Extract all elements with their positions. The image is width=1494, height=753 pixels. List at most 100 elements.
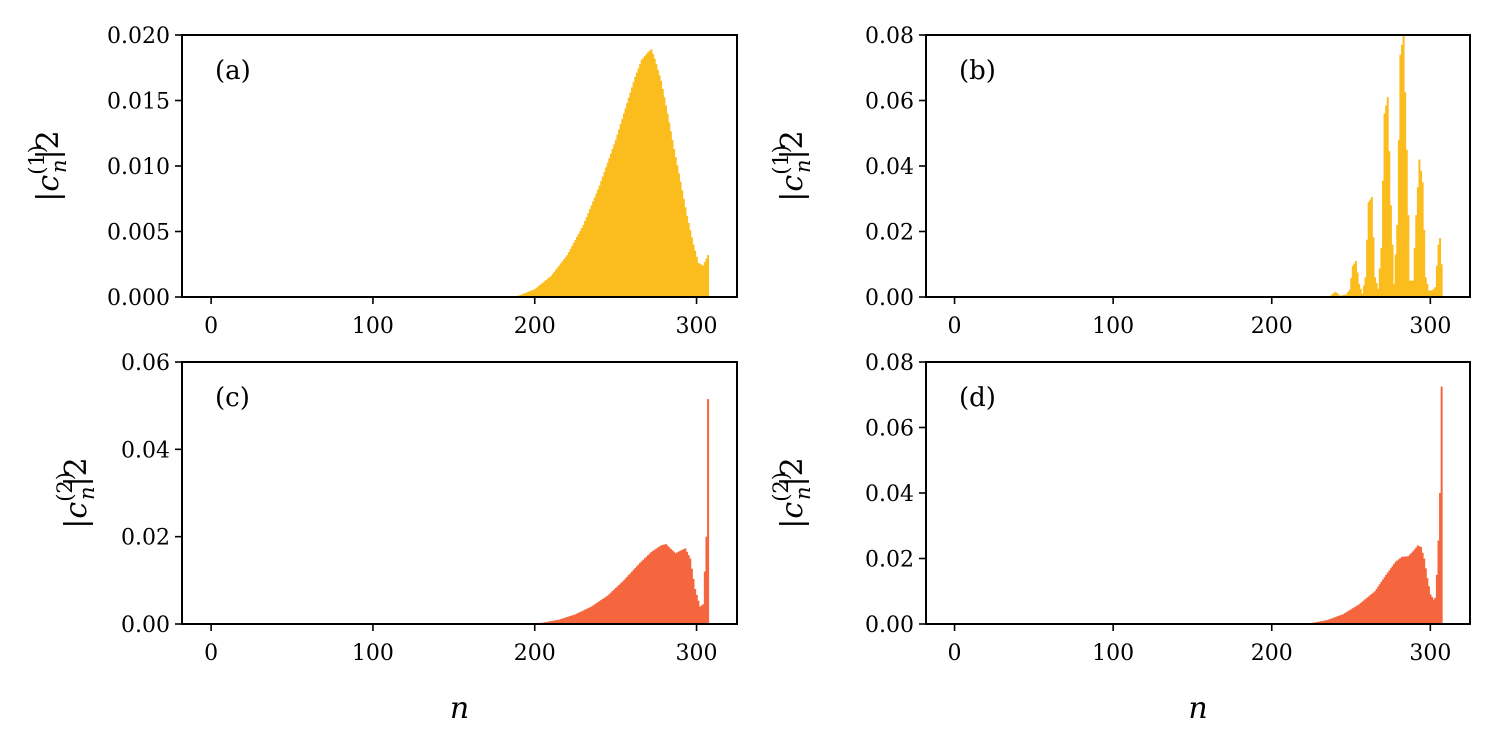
bar — [535, 287, 538, 297]
bar — [593, 197, 596, 297]
bar — [603, 597, 606, 624]
x-tick-label: 0 — [948, 641, 962, 666]
bar — [1391, 244, 1394, 297]
y-tick-label: 0.04 — [121, 438, 170, 463]
bar — [1367, 202, 1370, 297]
bar — [1334, 617, 1337, 624]
bar — [1401, 556, 1403, 624]
bar — [622, 580, 625, 624]
bar — [626, 103, 629, 298]
bar — [1318, 621, 1321, 624]
bar — [1435, 574, 1438, 625]
bar — [1405, 149, 1408, 298]
bar — [567, 252, 570, 297]
bar — [1418, 546, 1421, 624]
bar — [660, 80, 663, 297]
bar — [658, 75, 661, 297]
bar — [619, 583, 622, 624]
bar — [1439, 493, 1442, 624]
bar — [1405, 556, 1408, 624]
bar — [556, 267, 559, 297]
bar — [695, 256, 698, 297]
y-tick-label: 0.010 — [107, 155, 170, 180]
bar — [1420, 547, 1423, 624]
bar — [1383, 113, 1386, 297]
bar — [576, 613, 579, 624]
bar — [653, 58, 656, 297]
bar — [1347, 611, 1350, 624]
bar — [1351, 265, 1354, 297]
bars — [503, 49, 710, 298]
bar — [1440, 264, 1443, 297]
bar — [569, 249, 572, 297]
bar — [527, 291, 530, 297]
bar — [1359, 288, 1362, 297]
bar — [692, 244, 695, 297]
bar — [550, 276, 553, 297]
bar — [1432, 288, 1435, 297]
bar — [681, 190, 684, 297]
bar — [1355, 260, 1357, 297]
bar — [703, 262, 706, 297]
x-tick-label: 100 — [1092, 314, 1134, 339]
bar — [668, 122, 671, 297]
bar — [1408, 554, 1411, 624]
bar — [566, 617, 569, 624]
bar — [1423, 558, 1426, 624]
bar — [579, 612, 582, 624]
bar — [580, 611, 583, 624]
y-tick-label: 0.005 — [107, 221, 170, 246]
bar — [629, 573, 632, 624]
bar — [1412, 551, 1415, 624]
bar — [1350, 609, 1353, 624]
bar — [1397, 559, 1400, 624]
bar — [1389, 205, 1392, 297]
bar — [1348, 610, 1351, 624]
bar — [587, 213, 590, 297]
bar — [1418, 159, 1421, 297]
bar — [629, 92, 632, 297]
bar — [582, 224, 585, 297]
bar — [1394, 561, 1397, 624]
bar — [613, 144, 616, 297]
bar — [700, 264, 703, 297]
bar — [1416, 545, 1419, 624]
bar — [1413, 247, 1416, 298]
bar — [550, 621, 553, 624]
bar — [643, 55, 646, 298]
bar — [572, 243, 575, 297]
bar — [1358, 604, 1361, 624]
bar — [1342, 614, 1345, 624]
bar — [543, 281, 546, 297]
bar — [648, 50, 651, 297]
bar — [643, 558, 646, 624]
bar — [1320, 621, 1323, 624]
bar — [674, 157, 677, 297]
bar — [647, 555, 650, 624]
bar — [689, 558, 692, 624]
bar — [577, 233, 580, 297]
x-tick-label: 100 — [352, 314, 394, 339]
bar — [606, 162, 609, 297]
bar — [1389, 568, 1392, 624]
bar — [1335, 293, 1338, 297]
bar — [1404, 92, 1407, 297]
bar — [642, 559, 645, 624]
bar — [1412, 280, 1415, 298]
bar — [661, 89, 664, 297]
y-axis-label: |c(2)n|2 — [769, 457, 815, 528]
bar — [1394, 254, 1397, 297]
bar — [529, 291, 532, 297]
bar — [1410, 280, 1413, 298]
bar — [694, 250, 697, 297]
bar — [1408, 280, 1411, 298]
panel-label: (d) — [959, 383, 996, 413]
bar — [1432, 599, 1435, 624]
bar — [564, 617, 567, 624]
x-tick-label: 0 — [204, 641, 218, 666]
bar — [663, 97, 666, 297]
bar — [618, 584, 621, 624]
bar — [684, 207, 687, 297]
bar — [669, 548, 672, 624]
bar — [707, 255, 710, 297]
